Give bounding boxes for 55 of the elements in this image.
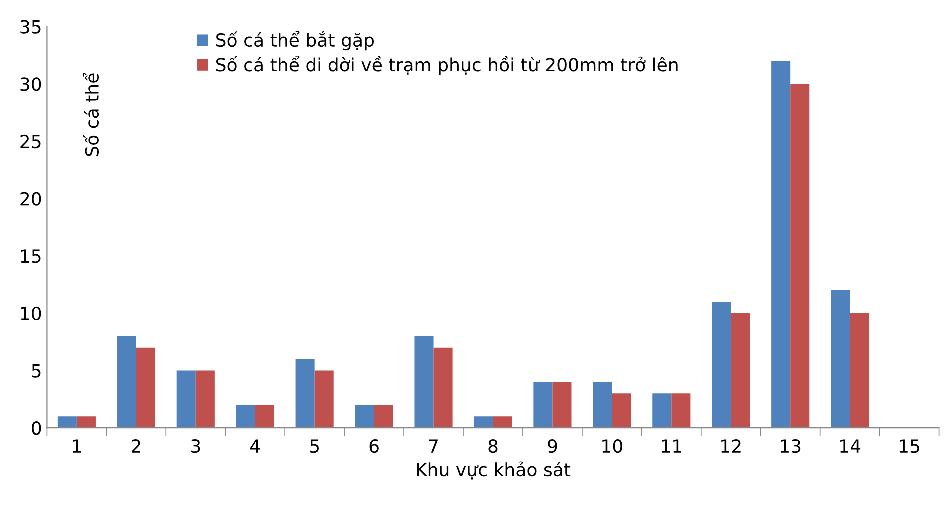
- bar: [790, 84, 810, 428]
- bar: [314, 370, 334, 428]
- bar: [196, 370, 215, 428]
- bar: [552, 382, 572, 428]
- y-tick-label: 30: [20, 78, 42, 92]
- bar: [374, 405, 394, 428]
- legend-label: Số cá thể di dời về trạm phục hồi từ 200mm trở lên: [216, 56, 678, 76]
- bar: [58, 416, 77, 428]
- y-tick-label: 5: [32, 364, 41, 378]
- bar: [136, 348, 156, 428]
- bar: [414, 336, 434, 428]
- x-axis-title: Khu vực khảo sát: [417, 462, 571, 480]
- y-tick-label: 10: [21, 306, 42, 321]
- x-tick-label: 5: [310, 440, 319, 454]
- bar: [612, 394, 632, 428]
- x-tick-label: 14: [840, 440, 861, 453]
- bar: [731, 313, 750, 428]
- x-tick-label: 2: [132, 440, 140, 453]
- x-tick-label: 11: [662, 440, 682, 453]
- x-tick-label: 6: [370, 440, 379, 454]
- y-tick-label: 15: [21, 250, 41, 264]
- bar: [772, 61, 791, 428]
- x-tick-label: 8: [488, 440, 498, 454]
- bar: [117, 336, 136, 428]
- x-tick-label: 4: [250, 440, 260, 453]
- bar: [434, 348, 453, 428]
- x-tick-label: 13: [781, 440, 801, 454]
- bar: [593, 382, 612, 428]
- y-axis-title: Số cá thể: [83, 72, 100, 156]
- bar: [493, 416, 512, 428]
- bar: [652, 394, 672, 428]
- bar: [255, 405, 274, 428]
- bar: [712, 302, 732, 428]
- bar: [534, 382, 553, 428]
- x-tick-label: 15: [900, 440, 920, 454]
- x-tick-label: 7: [430, 440, 438, 453]
- bar: [176, 370, 196, 428]
- bar: [76, 416, 96, 428]
- x-tick-label: 9: [548, 440, 558, 454]
- x-tick-label: 3: [192, 440, 200, 454]
- bar: [236, 405, 256, 428]
- bar: [831, 290, 850, 428]
- y-tick-label: 0: [32, 422, 42, 436]
- bar: [672, 394, 691, 428]
- bar: [474, 416, 494, 428]
- x-tick-label: 10: [602, 440, 622, 454]
- x-tick-label: 1: [73, 440, 82, 453]
- bar: [850, 313, 870, 428]
- x-tick-label: 12: [722, 440, 741, 453]
- y-tick-label: 20: [20, 192, 42, 206]
- y-tick-label: 35: [20, 20, 41, 34]
- y-tick-label: 25: [20, 134, 41, 149]
- legend-label: Số cá thể bắt gặp: [216, 31, 374, 51]
- bar: [355, 405, 374, 428]
- bar: [296, 359, 315, 428]
